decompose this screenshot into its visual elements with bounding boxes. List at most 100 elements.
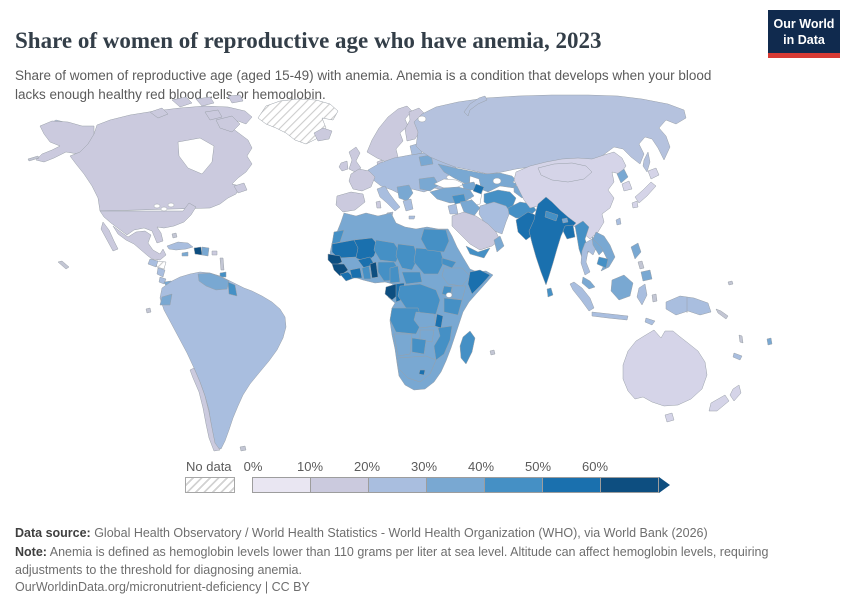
country-niger[interactable] (373, 239, 401, 263)
country-ghana[interactable] (361, 265, 372, 280)
country-brazil-and-neighbors[interactable] (159, 271, 287, 450)
country-cambodia[interactable] (596, 256, 609, 269)
island-sardinia[interactable] (375, 200, 382, 209)
island-tasmania[interactable] (664, 412, 675, 423)
legend-segment-1[interactable] (310, 477, 369, 493)
country-iceland[interactable] (313, 127, 333, 142)
country-togo-benin[interactable] (369, 261, 379, 279)
island-novaya-zemlya[interactable] (463, 95, 488, 117)
philippines-luzon[interactable] (630, 242, 642, 260)
legend-segment-5[interactable] (542, 477, 601, 493)
indonesia-java[interactable] (591, 311, 629, 321)
nz-south-island[interactable] (708, 394, 730, 412)
country-belarus[interactable] (418, 154, 434, 167)
arctic-island-1[interactable] (149, 107, 169, 119)
region-balkans[interactable] (396, 184, 414, 202)
japan-hokkaido[interactable] (647, 167, 660, 180)
country-guyana[interactable] (227, 281, 238, 297)
country-sri-lanka[interactable] (546, 287, 554, 298)
legend-segment-4[interactable] (484, 477, 543, 493)
country-azerbaijan[interactable] (472, 183, 485, 195)
country-russia[interactable] (413, 94, 687, 175)
country-mozambique[interactable] (433, 325, 453, 361)
indonesia-sumatra[interactable] (569, 281, 595, 312)
legend-segment-3[interactable] (426, 477, 485, 493)
island-sakhalin[interactable] (642, 151, 651, 173)
arctic-island-baffin[interactable] (215, 115, 241, 133)
country-romania-bulgaria[interactable] (418, 176, 440, 192)
country-haiti[interactable] (193, 246, 203, 256)
arctic-island-5[interactable] (227, 94, 244, 104)
country-tanzania[interactable] (443, 297, 463, 316)
arctic-island-3[interactable] (195, 96, 215, 107)
country-south-korea[interactable] (621, 180, 633, 192)
country-zambia[interactable] (413, 311, 437, 329)
country-botswana[interactable] (411, 337, 427, 355)
country-puerto-rico[interactable] (211, 250, 218, 256)
country-malaysia[interactable] (581, 276, 596, 290)
citation-url[interactable]: OurWorldinData.org/micronutrient-deficie… (15, 579, 310, 594)
country-cameroon[interactable] (389, 265, 401, 284)
country-vietnam[interactable] (592, 231, 616, 272)
country-spain-portugal[interactable] (335, 191, 366, 213)
arctic-island-2[interactable] (171, 96, 193, 108)
legend-segment-2[interactable] (368, 477, 427, 493)
indonesia-sulawesi[interactable] (636, 283, 648, 306)
country-canada[interactable] (69, 105, 253, 212)
country-namibia[interactable] (393, 333, 413, 357)
country-mexico[interactable] (112, 225, 167, 261)
country-usa[interactable] (99, 202, 197, 244)
country-dominican-republic[interactable] (201, 246, 210, 257)
country-italy[interactable] (376, 185, 401, 212)
country-yemen[interactable] (465, 245, 491, 259)
owid-logo[interactable]: Our World in Data (768, 10, 840, 59)
country-western-sahara[interactable] (331, 229, 345, 245)
legend-segment-6[interactable] (600, 477, 659, 493)
country-central-african-republic[interactable] (401, 271, 423, 285)
country-angola[interactable] (389, 307, 423, 335)
country-taiwan[interactable] (615, 217, 622, 226)
japan-kyushu[interactable] (631, 200, 639, 209)
country-gabon[interactable] (384, 283, 400, 301)
island-newfoundland[interactable] (233, 182, 248, 194)
philippines-mindanao[interactable] (640, 269, 653, 282)
nz-north-island[interactable] (729, 384, 742, 402)
country-cote-divoire[interactable] (349, 267, 363, 279)
country-madagascar[interactable] (459, 330, 476, 365)
island-new-guinea[interactable] (665, 295, 712, 316)
country-oman[interactable] (493, 235, 505, 253)
country-france[interactable] (348, 168, 376, 192)
country-somalia[interactable] (467, 269, 491, 295)
country-ecuador[interactable] (159, 293, 173, 306)
legend-color-scale[interactable] (252, 477, 670, 493)
japan-honshu[interactable] (634, 181, 657, 204)
country-alaska[interactable] (35, 120, 95, 163)
country-north-korea[interactable] (616, 168, 629, 184)
country-chile[interactable] (189, 367, 221, 452)
country-egypt[interactable] (420, 228, 450, 253)
country-cuba[interactable] (166, 241, 194, 251)
country-mexico-baja[interactable] (100, 221, 119, 252)
country-fiji[interactable] (766, 337, 773, 346)
country-bangladesh[interactable] (562, 224, 576, 240)
country-nepal[interactable] (544, 210, 559, 222)
island-new-caledonia[interactable] (732, 352, 743, 361)
country-chad[interactable] (395, 243, 419, 271)
island-crete[interactable] (408, 215, 416, 220)
arctic-island-4[interactable] (204, 109, 223, 121)
indonesia-timor[interactable] (644, 317, 656, 326)
legend-segment-0[interactable] (252, 477, 311, 493)
legend-no-data-swatch[interactable] (185, 477, 235, 493)
country-greece[interactable] (402, 198, 414, 212)
country-israel-jordan[interactable] (447, 203, 459, 215)
country-australia[interactable] (622, 329, 708, 407)
country-united-kingdom[interactable] (348, 146, 362, 173)
country-zimbabwe[interactable] (419, 329, 435, 343)
country-bhutan[interactable] (561, 217, 569, 224)
country-guatemala[interactable] (147, 258, 159, 268)
country-trinidad[interactable] (219, 271, 227, 278)
country-mongolia[interactable] (537, 162, 593, 183)
country-venezuela[interactable] (197, 272, 230, 291)
country-iraq[interactable] (459, 199, 481, 217)
